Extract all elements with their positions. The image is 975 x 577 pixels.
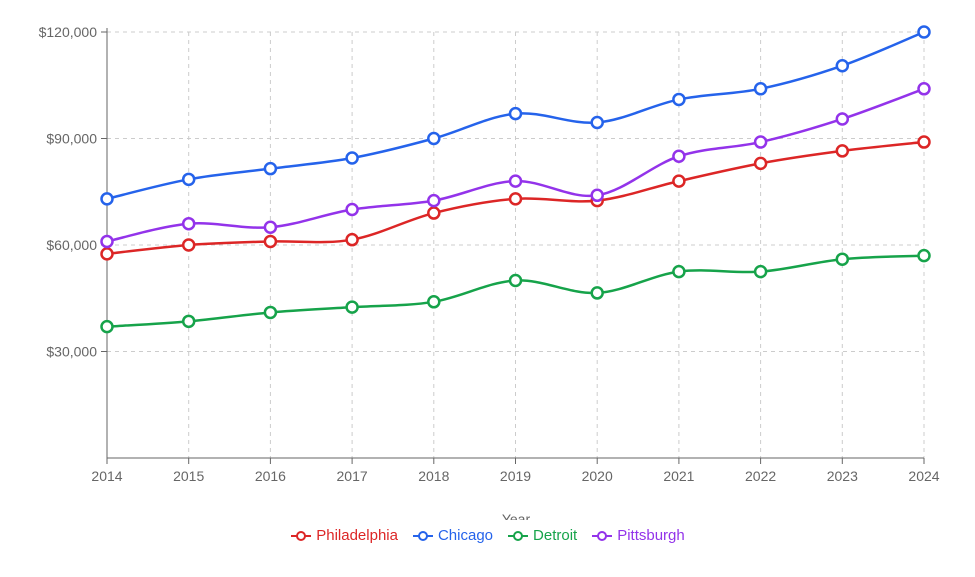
- y-tick-label: $30,000: [46, 344, 97, 360]
- data-point-chicago[interactable]: [590, 115, 604, 130]
- data-point-pittsburgh[interactable]: [263, 220, 278, 234]
- x-tick-label: 2018: [418, 468, 449, 484]
- x-tick-label: 2016: [255, 468, 286, 484]
- data-point-philadelphia[interactable]: [917, 135, 931, 149]
- data-points: [100, 25, 931, 334]
- x-tick-label: 2022: [745, 468, 776, 484]
- x-axis-title: Year: [502, 511, 531, 520]
- data-point-detroit[interactable]: [345, 300, 359, 314]
- data-point-pittsburgh[interactable]: [917, 82, 931, 96]
- data-point-philadelphia[interactable]: [508, 192, 523, 206]
- data-point-chicago[interactable]: [263, 161, 278, 176]
- legend-label: Chicago: [437, 527, 494, 544]
- legend-line-marker-icon: [412, 530, 433, 541]
- data-point-pittsburgh[interactable]: [672, 149, 686, 163]
- data-point-detroit[interactable]: [181, 314, 196, 329]
- data-point-philadelphia[interactable]: [263, 234, 278, 249]
- legend-line-marker-icon: [592, 530, 613, 541]
- data-point-pittsburgh[interactable]: [590, 188, 604, 203]
- data-point-chicago[interactable]: [181, 172, 196, 187]
- data-point-detroit[interactable]: [508, 273, 523, 288]
- data-point-chicago[interactable]: [917, 25, 931, 39]
- legend-label: Philadelphia: [316, 527, 398, 544]
- data-point-philadelphia[interactable]: [835, 144, 850, 158]
- data-point-chicago[interactable]: [508, 106, 523, 121]
- data-point-philadelphia[interactable]: [100, 247, 114, 261]
- data-point-chicago[interactable]: [753, 82, 768, 96]
- y-tick-label: $120,000: [39, 24, 98, 40]
- x-tick-label: 2019: [500, 468, 531, 484]
- legend-item-philadelphia[interactable]: Philadelphia: [290, 527, 398, 544]
- data-point-detroit[interactable]: [753, 264, 768, 279]
- data-point-detroit[interactable]: [672, 264, 686, 279]
- data-point-detroit[interactable]: [427, 295, 441, 309]
- x-tick-label: 2014: [91, 468, 122, 484]
- legend-line-marker-icon: [291, 530, 312, 541]
- data-point-chicago[interactable]: [835, 58, 850, 73]
- x-tick-label: 2020: [582, 468, 613, 484]
- data-point-chicago[interactable]: [672, 92, 686, 107]
- data-point-philadelphia[interactable]: [345, 232, 359, 247]
- x-tick-label: 2024: [908, 468, 939, 484]
- data-point-detroit[interactable]: [263, 305, 278, 320]
- chart-legend: Philadelphia Chicago Detroit Pittsburgh: [0, 527, 975, 544]
- x-tick-label: 2023: [827, 468, 858, 484]
- data-point-philadelphia[interactable]: [427, 206, 441, 220]
- legend-line-marker-icon: [508, 530, 529, 541]
- data-point-detroit[interactable]: [100, 319, 114, 334]
- data-point-chicago[interactable]: [345, 151, 359, 165]
- data-point-pittsburgh[interactable]: [345, 202, 359, 217]
- x-tick-label: 2015: [173, 468, 204, 484]
- data-point-pittsburgh[interactable]: [753, 135, 768, 149]
- grid: [106, 31, 925, 458]
- line-chart: $30,000 $60,000 $90,000 $120,000 2014 2015 201…: [39, 24, 940, 527]
- data-point-philadelphia[interactable]: [181, 238, 196, 252]
- legend-item-detroit[interactable]: Detroit: [507, 527, 577, 544]
- x-tick-label: 2021: [663, 468, 694, 484]
- data-point-chicago[interactable]: [427, 131, 441, 146]
- data-point-detroit[interactable]: [835, 252, 850, 266]
- data-point-philadelphia[interactable]: [753, 156, 768, 171]
- data-point-detroit[interactable]: [590, 286, 604, 300]
- data-point-pittsburgh[interactable]: [508, 174, 523, 188]
- axes: $30,000 $60,000 $90,000 $120,000 2014 2015 201…: [39, 24, 940, 484]
- legend-label: Pittsburgh: [617, 527, 685, 544]
- data-point-pittsburgh[interactable]: [835, 112, 850, 126]
- data-point-philadelphia[interactable]: [672, 174, 686, 188]
- y-tick-label: $90,000: [46, 131, 97, 147]
- data-point-pittsburgh[interactable]: [427, 193, 441, 208]
- x-tick-label: 2017: [337, 468, 368, 484]
- data-point-detroit[interactable]: [917, 248, 931, 263]
- data-point-chicago[interactable]: [100, 192, 114, 206]
- data-point-pittsburgh[interactable]: [100, 234, 114, 249]
- legend-item-chicago[interactable]: Chicago: [412, 527, 493, 544]
- y-tick-label: $60,000: [46, 237, 97, 253]
- data-point-pittsburgh[interactable]: [181, 216, 196, 231]
- legend-item-pittsburgh[interactable]: Pittsburgh: [591, 527, 685, 544]
- legend-label: Detroit: [533, 527, 578, 544]
